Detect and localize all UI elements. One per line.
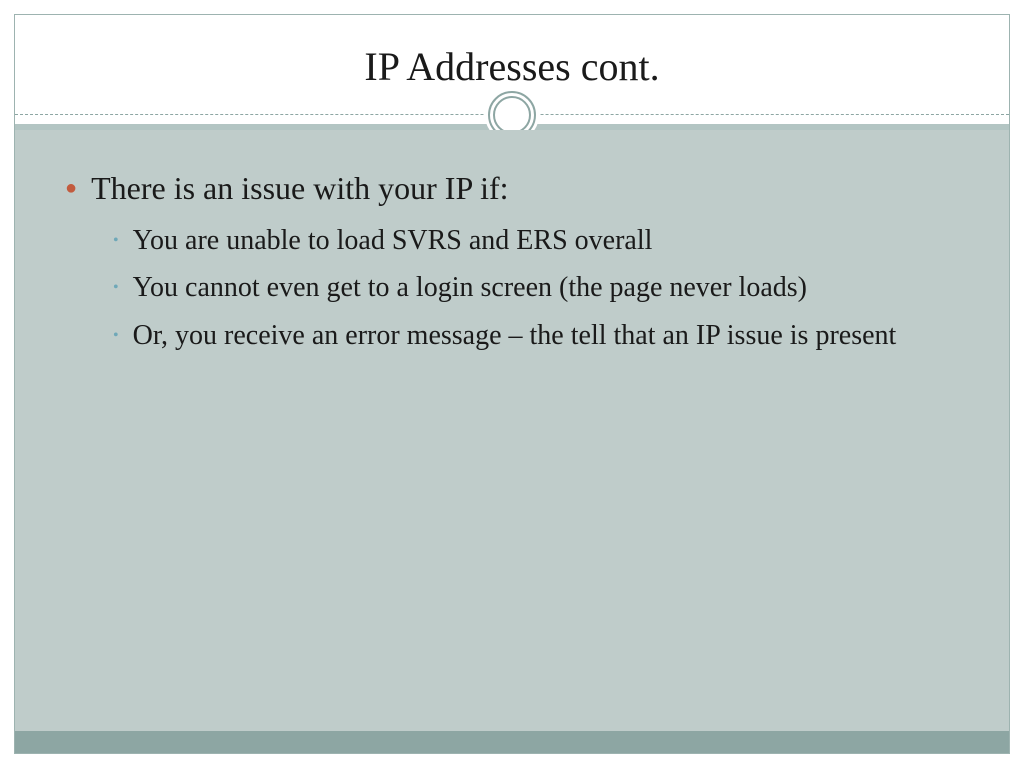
sub-bullet-text: You cannot even get to a login screen (t… <box>133 269 807 307</box>
slide-title: IP Addresses cont. <box>35 43 989 90</box>
bullet-marker-icon: • <box>113 280 119 296</box>
bullet-marker-icon: ● <box>65 178 77 198</box>
sub-bullet-text: Or, you receive an error message – the t… <box>133 317 897 355</box>
slide-container: IP Addresses cont. ● There is an issue w… <box>14 14 1010 754</box>
main-bullet-text: There is an issue with your IP if: <box>91 168 508 210</box>
content-area: ● There is an issue with your IP if: • Y… <box>15 130 1009 731</box>
sub-bullet-list: • You are unable to load SVRS and ERS ov… <box>65 222 979 355</box>
circle-inner-icon <box>493 96 531 134</box>
main-bullet-item: ● There is an issue with your IP if: <box>65 168 979 210</box>
divider-area <box>15 110 1009 130</box>
sub-bullet-item: • Or, you receive an error message – the… <box>113 317 979 355</box>
footer-band <box>15 731 1009 753</box>
sub-bullet-text: You are unable to load SVRS and ERS over… <box>133 222 653 260</box>
sub-bullet-item: • You are unable to load SVRS and ERS ov… <box>113 222 979 260</box>
sub-bullet-item: • You cannot even get to a login screen … <box>113 269 979 307</box>
bullet-marker-icon: • <box>113 328 119 344</box>
bullet-marker-icon: • <box>113 233 119 249</box>
